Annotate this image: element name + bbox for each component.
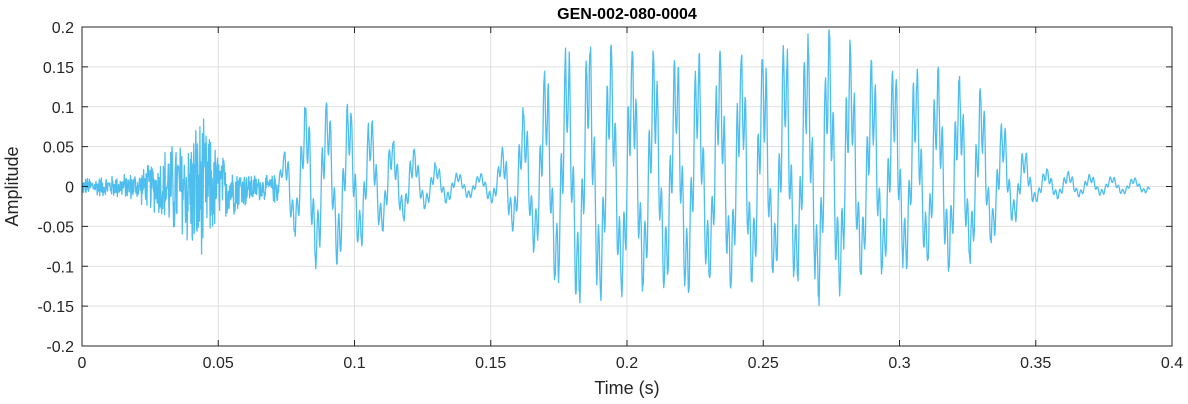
x-tick-label: 0.4 (1161, 355, 1183, 372)
x-tick-label: 0.35 (1020, 355, 1051, 372)
y-axis-label: Amplitude (2, 146, 22, 226)
y-tick-label: 0.05 (43, 140, 74, 157)
y-tick-label: -0.15 (38, 299, 75, 316)
y-tick-label: -0.2 (46, 339, 74, 356)
x-tick-label: 0.05 (203, 355, 234, 372)
x-tick-label: 0.15 (475, 355, 506, 372)
y-axis: -0.2 -0.15 -0.1 -0.05 0 0.05 0.1 0.15 0.2 (38, 20, 1172, 356)
y-tick-label: 0 (65, 180, 74, 197)
plot-area: 0 0.05 0.1 0.15 0.2 0.25 0.3 0.35 0.4 -0.2-0.15-… (38, 20, 1184, 372)
y-tick-label: 0.2 (52, 20, 74, 37)
x-tick-label: 0.1 (343, 355, 365, 372)
y-tick-label: -0.05 (38, 219, 75, 236)
y-tick-label: -0.1 (46, 259, 74, 276)
waveform-series-line (81, 29, 1151, 307)
x-axis-label: Time (s) (594, 378, 659, 398)
series-layer (81, 29, 1151, 307)
chart-title: GEN-002-080-0004 (557, 6, 697, 23)
x-tick-label: 0.2 (616, 355, 638, 372)
y-tick-label: 0.1 (52, 100, 74, 117)
y-tick-label: 0.15 (43, 60, 74, 77)
x-tick-label: 0.3 (888, 355, 910, 372)
x-axis: 0 0.05 0.1 0.15 0.2 0.25 0.3 0.35 0.4 (78, 27, 1183, 372)
x-tick-label: 0.25 (748, 355, 779, 372)
x-tick-label: 0 (78, 355, 87, 372)
